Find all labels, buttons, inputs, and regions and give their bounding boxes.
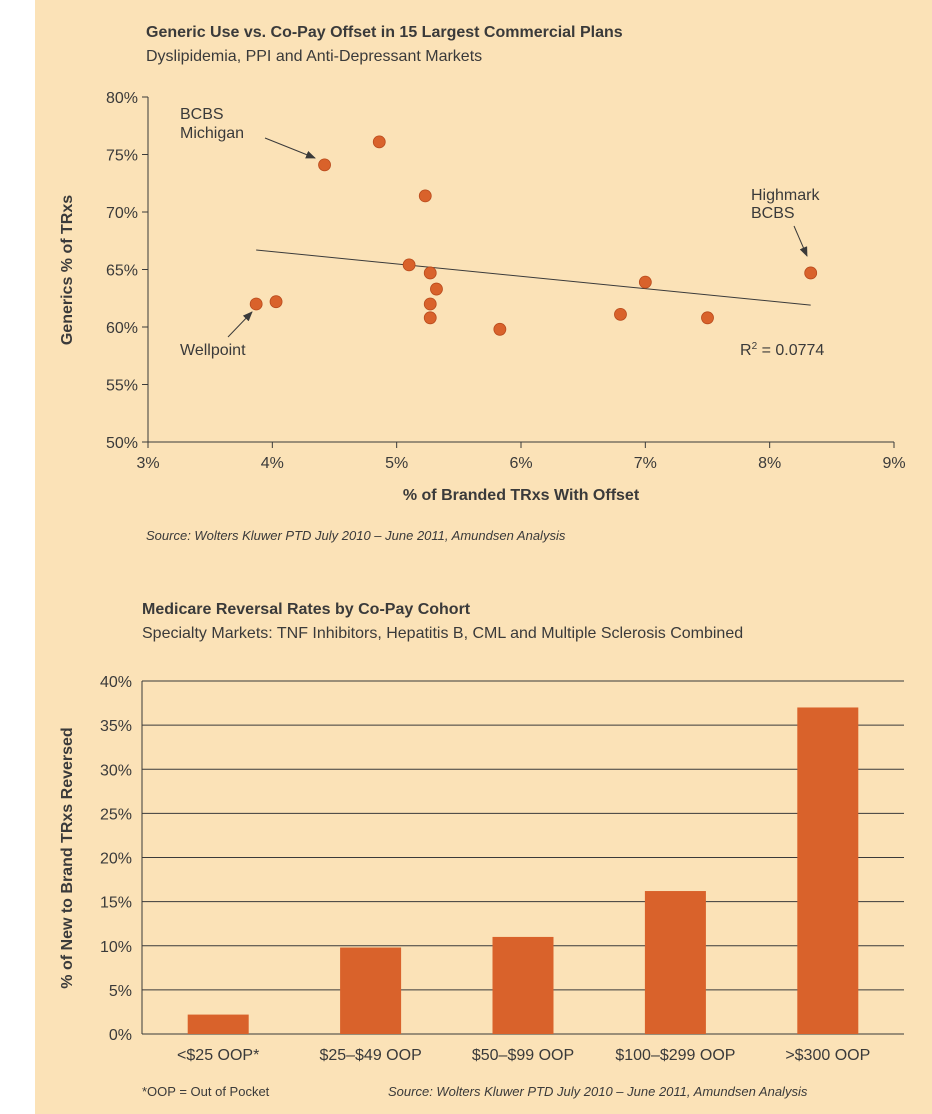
scatter-point xyxy=(424,312,436,324)
scatter-point xyxy=(424,267,436,279)
annotation-highmark-line1: Highmark xyxy=(751,187,820,204)
scatter-point xyxy=(494,323,506,335)
scatter-point xyxy=(424,298,436,310)
scatter-point xyxy=(702,312,714,324)
bar-category-label: $25–$49 OOP xyxy=(319,1047,421,1064)
bar xyxy=(340,948,401,1034)
bar-y-axis-label: % of New to Brand TRxs Reversed xyxy=(59,727,76,988)
scatter-x-tick-label: 6% xyxy=(509,455,532,472)
scatter-y-tick-label: 65% xyxy=(106,263,138,280)
scatter-y-tick-label: 50% xyxy=(106,435,138,452)
scatter-point xyxy=(373,136,385,148)
r-squared-label: R2 = 0.0774 xyxy=(740,341,824,359)
bar xyxy=(493,937,554,1034)
scatter-y-tick-label: 55% xyxy=(106,378,138,395)
bar xyxy=(188,1015,249,1034)
scatter-marks xyxy=(250,136,817,335)
bar-y-tick-label: 35% xyxy=(100,718,132,735)
bar-y-tick-label: 40% xyxy=(100,674,132,691)
scatter-y-tick-label: 70% xyxy=(106,205,138,222)
scatter-point xyxy=(430,283,442,295)
bar-category-label: $100–$299 OOP xyxy=(615,1047,735,1064)
bar-y-tick-label: 10% xyxy=(100,939,132,956)
annotation-wellpoint-arrow xyxy=(228,312,252,337)
annotation-bcbs-michigan-arrow xyxy=(265,138,315,158)
bar xyxy=(645,891,706,1034)
scatter-point xyxy=(639,276,651,288)
scatter-x-tick-label: 7% xyxy=(634,455,657,472)
scatter-x-tick-label: 8% xyxy=(758,455,781,472)
annotation-highmark-arrow xyxy=(794,226,807,256)
scatter-point xyxy=(805,267,817,279)
scatter-x-axis-label: % of Branded TRxs With Offset xyxy=(403,487,640,504)
scatter-x-tick-label: 9% xyxy=(882,455,905,472)
bar-y-tick-label: 30% xyxy=(100,762,132,779)
bar-y-tick-label: 5% xyxy=(109,983,132,1000)
bar-category-label: <$25 OOP* xyxy=(177,1047,259,1064)
scatter-axes: 50% 55% 60% 65% 70% 75% 80% 3% 4% 5% 6% 7% 8% 9% xyxy=(106,90,906,472)
bar-y-tick-label: 20% xyxy=(100,851,132,868)
scatter-y-tick-label: 60% xyxy=(106,320,138,337)
scatter-point xyxy=(419,190,431,202)
scatter-point xyxy=(250,298,262,310)
scatter-point xyxy=(319,159,331,171)
annotation-bcbs-michigan-line2: Michigan xyxy=(180,125,244,142)
bar-category-label: >$300 OOP xyxy=(785,1047,870,1064)
scatter-y-axis-label: Generics % of TRxs xyxy=(59,195,76,345)
scatter-x-tick-label: 5% xyxy=(385,455,408,472)
trendline xyxy=(256,250,811,305)
bar-y-tick-label: 0% xyxy=(109,1027,132,1044)
annotation-wellpoint: Wellpoint xyxy=(180,342,246,359)
scatter-y-tick-label: 80% xyxy=(106,90,138,107)
bar-category-label: $50–$99 OOP xyxy=(472,1047,574,1064)
bar-y-tick-label: 25% xyxy=(100,806,132,823)
scatter-point xyxy=(270,296,282,308)
scatter-point xyxy=(614,308,626,320)
annotation-highmark-line2: BCBS xyxy=(751,205,795,222)
annotation-bcbs-michigan-line1: BCBS xyxy=(180,106,224,123)
scatter-x-tick-label: 4% xyxy=(261,455,284,472)
bar-marks: <$25 OOP* $25–$49 OOP $50–$99 OOP $100–$299… xyxy=(177,707,870,1064)
bar-y-tick-label: 15% xyxy=(100,895,132,912)
scatter-x-tick-label: 3% xyxy=(136,455,159,472)
scatter-point xyxy=(403,259,415,271)
scatter-y-tick-label: 75% xyxy=(106,148,138,165)
bar xyxy=(797,707,858,1034)
